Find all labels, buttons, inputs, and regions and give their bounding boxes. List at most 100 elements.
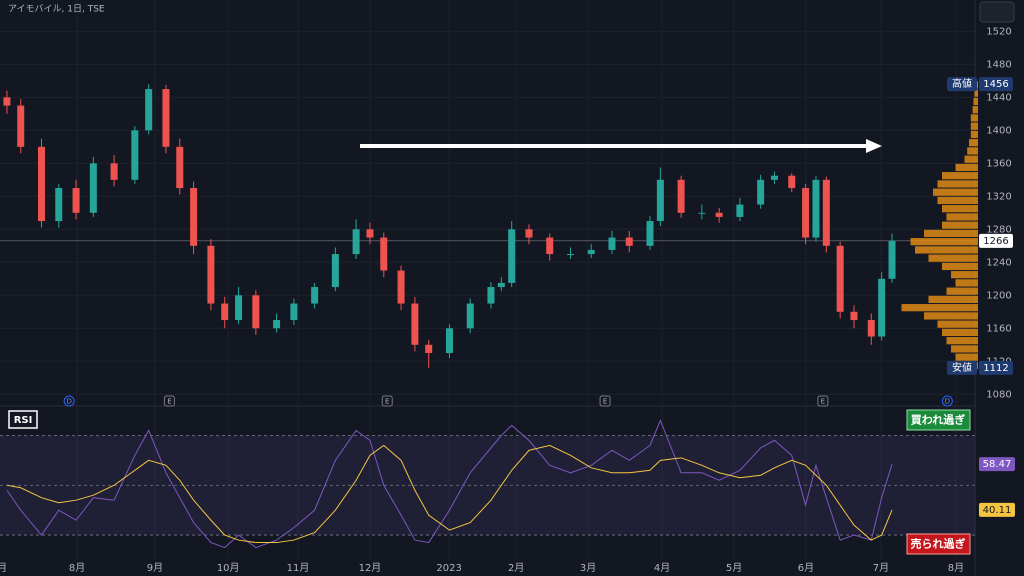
- candle-body: [110, 163, 118, 180]
- candle-body: [445, 328, 453, 354]
- volume-profile-bar: [942, 221, 978, 229]
- volume-profile-bar: [928, 254, 978, 262]
- y-tick-label: 1320: [986, 191, 1011, 202]
- candle-body: [888, 240, 896, 279]
- candle-body: [290, 303, 298, 321]
- settings-button[interactable]: [979, 1, 1015, 23]
- event-label: E: [603, 398, 607, 406]
- candle-body: [89, 163, 97, 213]
- last-price-tag-bg: [979, 233, 1013, 248]
- event-marker: [381, 395, 393, 407]
- volume-profile-bar: [967, 147, 978, 155]
- x-tick-label: 3月: [580, 562, 596, 574]
- candle-body: [836, 245, 844, 312]
- candle-body: [145, 89, 153, 131]
- candle-body: [425, 344, 433, 354]
- y-tick-label: 1080: [986, 389, 1011, 400]
- event-label: D: [66, 398, 71, 406]
- candle-body: [252, 295, 260, 329]
- x-tick-label: 5月: [726, 562, 742, 574]
- candle-body: [546, 237, 554, 255]
- candle-body: [812, 179, 820, 238]
- chart-title: アイモバイル, 1日, TSE: [8, 4, 105, 15]
- volume-profile-bar: [928, 295, 978, 304]
- candle-body: [487, 287, 495, 304]
- volume-profile-bar: [942, 262, 978, 271]
- volume-profile-bar: [901, 304, 978, 312]
- candle-body: [757, 179, 765, 205]
- x-tick-label: 11月: [287, 562, 310, 574]
- volume-profile-bar: [973, 97, 978, 106]
- volume-profile-bar: [970, 122, 978, 130]
- volume-profile-bar: [946, 287, 978, 295]
- volume-profile-bar: [937, 320, 978, 328]
- event-marker: [941, 395, 953, 407]
- y-tick-label: 1200: [986, 290, 1011, 301]
- rsi-value-tag-bg: [979, 502, 1015, 517]
- volume-profile-bar: [951, 345, 978, 353]
- high-label-bg: [947, 77, 977, 92]
- rsi-line: [6, 419, 893, 549]
- candle-body: [497, 282, 505, 288]
- candle-body: [867, 320, 875, 337]
- candle-body: [176, 146, 184, 189]
- high-label: 高値: [952, 77, 972, 90]
- candle-body: [162, 89, 170, 147]
- rsi-value-tag: 40.11: [983, 505, 1012, 516]
- candle-body: [822, 179, 830, 246]
- high-price-tag-bg: [979, 77, 1013, 92]
- event-label: D: [945, 398, 950, 406]
- candle-body: [72, 188, 80, 213]
- candle-body: [587, 249, 595, 255]
- low-price-tag-bg: [979, 360, 1013, 375]
- x-tick-label: 12月: [359, 562, 382, 574]
- candle-body: [698, 212, 706, 214]
- event-label: E: [167, 398, 171, 406]
- y-tick-label: 1440: [986, 92, 1011, 103]
- arrow-head: [866, 139, 882, 153]
- candle-body: [352, 229, 360, 255]
- candle-body: [625, 237, 633, 246]
- overbought-label: 買われ過ぎ: [911, 413, 965, 427]
- event-marker: [63, 395, 75, 407]
- candle-body: [715, 212, 723, 217]
- volume-profile-bar: [924, 229, 978, 238]
- y-tick-label: 1480: [986, 59, 1011, 70]
- y-tick-label: 1400: [986, 125, 1011, 136]
- candle-body: [273, 320, 281, 329]
- volume-profile-bar: [942, 205, 978, 213]
- candle-body: [3, 97, 11, 106]
- volume-profile-bar: [910, 238, 978, 246]
- y-tick-label: 1240: [986, 257, 1011, 268]
- rsi-title-box: [8, 410, 38, 429]
- volume-profile-bar: [970, 114, 978, 122]
- candle-body: [656, 179, 664, 222]
- volume-profile-bar: [937, 196, 978, 205]
- volume-profile-bar: [946, 337, 978, 345]
- candle-body: [397, 270, 405, 304]
- volume-profile-bar: [946, 213, 978, 221]
- volume-profile-bar: [942, 172, 978, 180]
- y-tick-label: 1280: [986, 224, 1011, 235]
- y-tick-label: 1360: [986, 158, 1011, 169]
- event-marker: [599, 395, 611, 407]
- candle-body: [37, 146, 45, 222]
- candle-body: [850, 311, 858, 321]
- x-tick-label: 8月: [69, 562, 85, 574]
- x-tick-label: 2023: [436, 563, 461, 574]
- x-tick-label: 8月: [948, 562, 964, 574]
- volume-profile-bar: [915, 246, 978, 254]
- x-tick-label: 9月: [147, 562, 163, 574]
- candle-body: [331, 254, 339, 288]
- candle-body: [770, 175, 778, 180]
- x-tick-label: 6月: [798, 562, 814, 574]
- candle-body: [525, 229, 533, 238]
- candle-body: [566, 254, 574, 256]
- candle-body: [411, 303, 419, 345]
- candle-body: [677, 179, 685, 213]
- candle-body: [17, 105, 25, 147]
- candle-body: [221, 303, 229, 321]
